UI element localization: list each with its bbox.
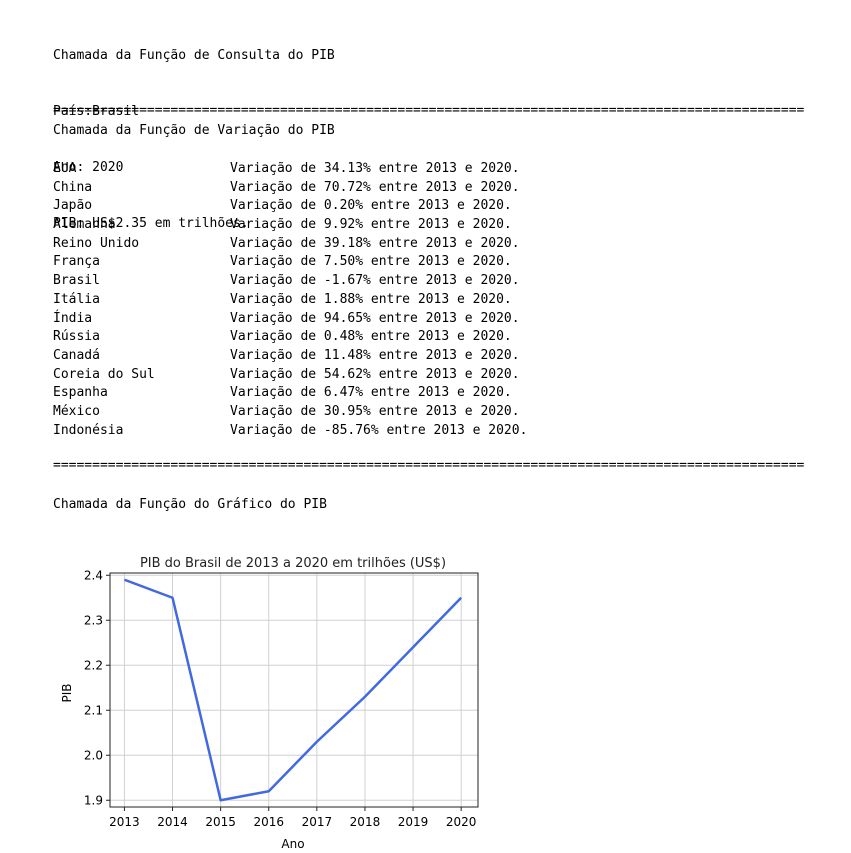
x-tick-label: 2014: [157, 815, 188, 829]
x-tick-label: 2015: [205, 815, 236, 829]
variacao-text: Variação de 30.95% entre 2013 e 2020.: [230, 403, 520, 419]
variacao-country: Japão: [53, 198, 93, 214]
consulta-ano: Ano: 2020: [53, 159, 124, 175]
variacao-text: Variação de 0.20% entre 2013 e 2020.: [230, 198, 512, 214]
variacao-country: China: [53, 179, 93, 195]
y-axis-ticks: 1.9 2.0 2.1 2.2 2.3 2.4: [84, 568, 110, 807]
x-tick-label: 2019: [398, 815, 429, 829]
consulta-output: Chamada da Função de Consulta do PIB Paí…: [53, 10, 335, 252]
x-tick-label: 2018: [350, 815, 381, 829]
y-tick-label: 2.2: [84, 658, 103, 672]
variacao-country: Coreia do Sul: [53, 366, 155, 382]
consulta-pib: PIB: US$2.35 em trilhões.: [53, 215, 249, 231]
variacao-text: Variação de 0.48% entre 2013 e 2020.: [230, 329, 512, 345]
variacao-country: Rússia: [53, 329, 100, 345]
separator-line: ========================================…: [53, 103, 805, 118]
variacao-text: Variação de 1.88% entre 2013 e 2020.: [230, 291, 512, 307]
pib-line-chart: PIB do Brasil de 2013 a 2020 em trilhões…: [60, 556, 479, 851]
x-tick-label: 2013: [109, 815, 140, 829]
variacao-text: Variação de 34.13% entre 2013 e 2020.: [230, 161, 520, 176]
variacao-text: Variação de 11.48% entre 2013 e 2020.: [230, 347, 520, 363]
variacao-country: EUA: [53, 161, 77, 176]
variacao-country: Itália: [53, 291, 100, 307]
variacao-text: Variação de -1.67% entre 2013 e 2020.: [230, 273, 520, 289]
x-axis-ticks: 2013 2014 2015 2016 2017 2018 2019 2020: [109, 807, 476, 829]
y-tick-label: 2.4: [84, 568, 103, 582]
variacao-country: Brasil: [53, 273, 100, 289]
variacao-country: Reino Unido: [53, 235, 140, 251]
y-tick-label: 2.1: [84, 703, 103, 717]
variacao-text: Variação de 54.62% entre 2013 e 2020.: [230, 366, 520, 382]
y-tick-label: 2.0: [84, 748, 103, 762]
consulta-pais: País:Brasil: [53, 103, 140, 119]
variacao-text: Variação de 9.92% entre 2013 e 2020.: [230, 217, 512, 233]
chart-grid: [110, 573, 478, 807]
variacao-title: Chamada da Função de Variação do PIB: [53, 123, 335, 138]
consulta-title: Chamada da Função de Consulta do PIB: [53, 48, 335, 64]
variacao-country: Alemanha: [53, 217, 116, 233]
variacao-text: Variação de 7.50% entre 2013 e 2020.: [230, 254, 512, 270]
chart-title: PIB do Brasil de 2013 a 2020 em trilhões…: [140, 556, 446, 571]
grafico-title: Chamada da Função do Gráfico do PIB: [53, 497, 327, 512]
variacao-country: Espanha: [53, 385, 108, 401]
y-axis-label: PIB: [60, 683, 74, 702]
variacao-country: Índia: [53, 310, 93, 326]
variacao-country: Indonésia: [53, 422, 124, 438]
x-tick-label: 2017: [302, 815, 333, 829]
variacao-text: Variação de -85.76% entre 2013 e 2020.: [230, 422, 528, 438]
variacao-country: França: [53, 254, 100, 270]
variacao-text: Variação de 70.72% entre 2013 e 2020.: [230, 179, 520, 195]
variacao-text: Variação de 39.18% entre 2013 e 2020.: [230, 235, 520, 251]
x-tick-label: 2020: [446, 815, 477, 829]
x-axis-label: Ano: [281, 837, 304, 851]
variacao-country: México: [53, 403, 100, 419]
x-tick-label: 2016: [253, 815, 284, 829]
y-tick-label: 1.9: [84, 793, 103, 807]
variacao-country: Canadá: [53, 347, 100, 363]
variacao-text: Variação de 94.65% entre 2013 e 2020.: [230, 310, 520, 326]
variacao-text: Variação de 6.47% entre 2013 e 2020.: [230, 385, 512, 401]
y-tick-label: 2.3: [84, 613, 103, 627]
series-line: [123, 578, 463, 802]
separator-line: ========================================…: [53, 458, 805, 473]
plot-frame: [109, 572, 479, 808]
